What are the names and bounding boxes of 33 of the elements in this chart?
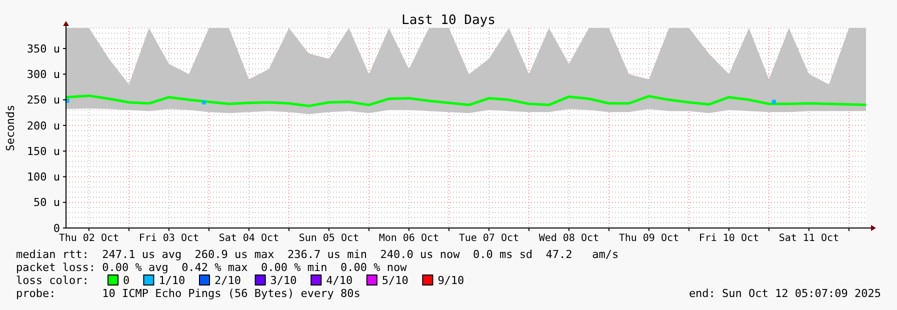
text: end: Sun Oct 12 05:07:09 2025 <box>688 287 881 300</box>
x-tick-label: Thu 09 Oct <box>618 233 680 244</box>
text: probe: 10 ICMP Echo Pings (56 Bytes) every 80s <box>16 287 360 300</box>
legend-label: 1/10 <box>158 274 186 287</box>
y-tick-label: 0 <box>53 222 60 235</box>
y-tick-label: 150 u <box>26 144 60 158</box>
x-tick-label: Thu 02 Oct <box>58 233 120 244</box>
x-tick-label: Sun 05 Oct <box>298 233 360 244</box>
chart-title: Last 10 Days <box>402 13 496 28</box>
legend-label: 0 <box>123 274 130 287</box>
text: median rtt: 247.1 us avg 260.9 us max 236.7 us min 240.0 us now 0.0 ms sd 47.2 am/s <box>16 248 619 261</box>
legend-label: 2/10 <box>214 274 241 287</box>
x-tick-label: Fri 10 Oct <box>698 233 760 244</box>
y-tick-label: 300 u <box>26 68 60 82</box>
legend-label: 4/10 <box>326 274 353 287</box>
legend-label: 5/10 <box>382 274 408 287</box>
line-series <box>64 94 868 108</box>
y-tick-label: 200 u <box>26 119 60 132</box>
x-tick-label: Tue 07 Oct <box>458 233 520 244</box>
y-tick-label: 100 u <box>26 170 60 184</box>
x-tick-label: Sat 04 Oct <box>218 233 280 244</box>
x-tick-label: Mon 06 Oct <box>378 233 440 244</box>
y-tick-label: 350 u <box>26 42 60 56</box>
y-tick-label: 250 u <box>26 94 60 107</box>
y-tick-label: 50 u <box>34 196 60 210</box>
x-tick-label: Wed 08 Oct <box>538 233 600 244</box>
legend-title: loss color: <box>16 274 89 287</box>
x-tick-label: Fri 03 Oct <box>138 233 200 244</box>
text: packet loss: 0.00 % avg 0.42 % max 0.00 % min 0.00 % now <box>16 261 408 274</box>
x-tick-label: Sat 11 Oct <box>778 233 840 244</box>
legend-label: 9/10 <box>438 274 464 287</box>
legend-label: 3/10 <box>270 274 297 287</box>
y-axis-title: Seconds <box>4 104 17 152</box>
